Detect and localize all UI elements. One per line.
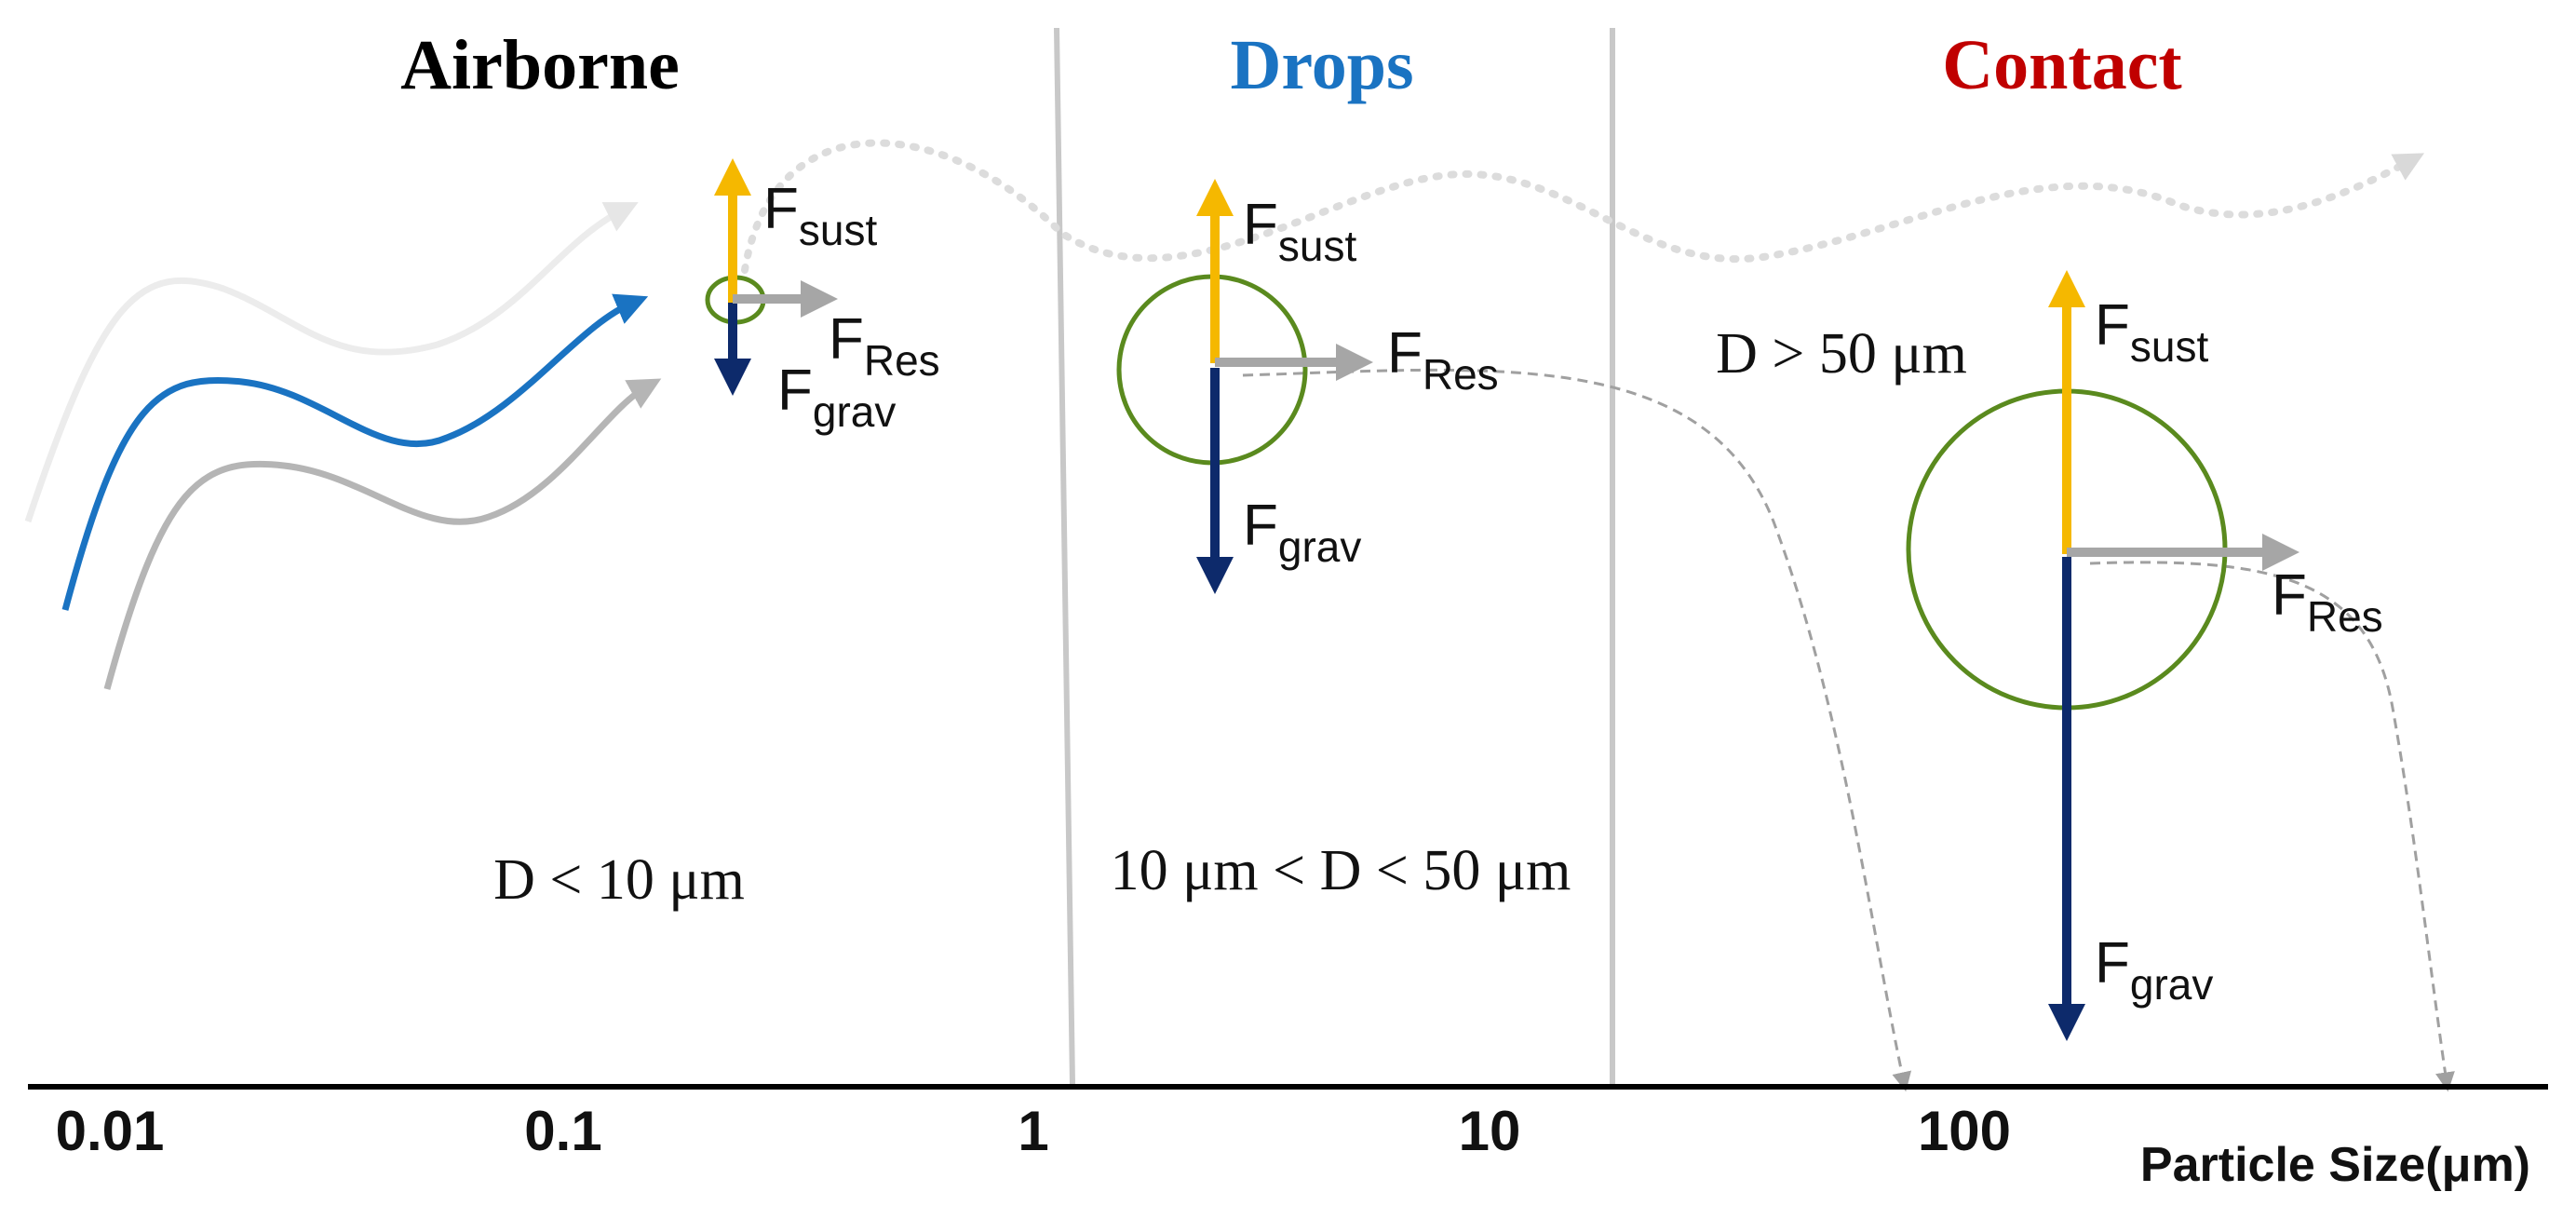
x-tick-2: 1 <box>1018 1100 1048 1162</box>
airborne-gravity-label: Fgrav <box>777 359 896 436</box>
drops-gravity-label: Fgrav <box>1243 494 1361 571</box>
airborne-resistance-label: FRes <box>829 307 940 385</box>
condition-contact: D > 50 μm <box>1716 322 1967 386</box>
trajectory-dashed-contact <box>2089 561 2455 1092</box>
trajectory-blue <box>61 293 649 611</box>
airborne-particle-group: Fsust FRes Fgrav <box>705 158 940 436</box>
divider-airborne-drops <box>1054 27 1075 1086</box>
contact-particle-group: Fsust FRes Fgrav <box>1906 270 2383 1041</box>
trajectory-light <box>24 202 639 523</box>
condition-airborne: D < 10 μm <box>493 848 745 912</box>
x-tick-1: 0.1 <box>524 1100 601 1162</box>
condition-drops: 10 μm < D < 50 μm <box>1111 839 1571 902</box>
trajectory-gray <box>103 378 662 690</box>
drops-sustain-label: Fsust <box>1243 193 1356 270</box>
region-title-contact: Contact <box>1942 26 2182 104</box>
drops-resistance-label: FRes <box>1387 321 1499 399</box>
region-title-drops: Drops <box>1230 26 1413 104</box>
contact-gravity-label: Fgrav <box>2095 931 2213 1009</box>
x-tick-4: 100 <box>1918 1100 2011 1162</box>
x-tick-3: 10 <box>1459 1100 1521 1162</box>
trajectory-dashed-drops <box>1242 368 1912 1092</box>
trajectory-dotted-top <box>741 139 2425 274</box>
region-title-airborne: Airborne <box>400 26 680 104</box>
x-axis-title: Particle Size(μm) <box>2140 1138 2530 1192</box>
x-tick-0: 0.01 <box>56 1100 165 1162</box>
drops-particle-group: Fsust FRes Fgrav <box>1116 179 1499 594</box>
contact-sustain-label: Fsust <box>2095 293 2208 371</box>
airborne-sustain-label: Fsust <box>763 177 877 254</box>
contact-resistance-label: FRes <box>2272 563 2383 641</box>
